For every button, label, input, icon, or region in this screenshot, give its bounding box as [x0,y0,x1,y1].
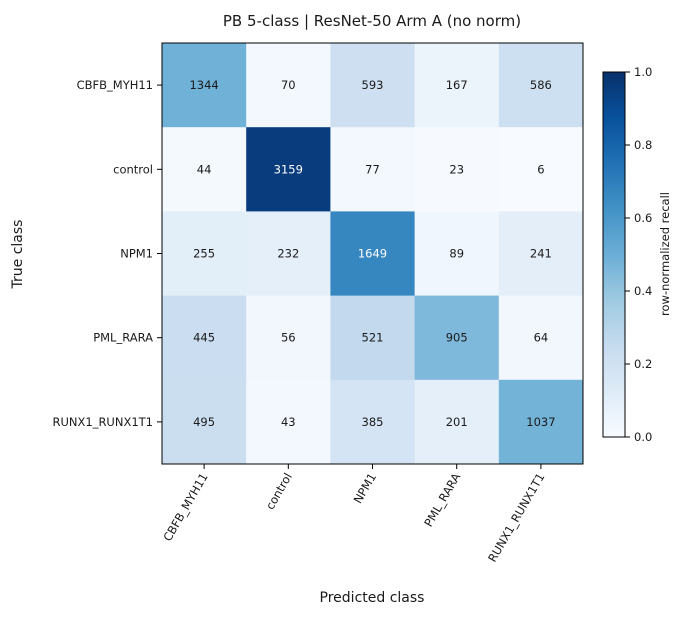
x-tick-label: RUNX1_RUNX1T1 [485,471,547,565]
heatmap-cell [414,211,500,297]
cell-value-label: 64 [534,331,549,345]
heatmap-cell [246,43,331,128]
heatmap-cell [414,127,500,212]
heatmap-cell [246,379,331,465]
x-tick-label: CBFB_MYH11 [160,471,210,544]
cell-value-label: 521 [362,331,384,345]
colorbar [602,71,626,438]
x-tick-label: control [263,471,295,513]
cell-value-label: 593 [362,78,384,92]
heatmap-cell [330,211,416,297]
heatmap-cell [414,43,500,128]
heatmap-cell [498,43,584,128]
cell-value-label: 445 [193,331,215,345]
cell-value-label: 385 [362,415,384,429]
cell-value-label: 905 [446,331,468,345]
cell-value-label: 77 [365,162,380,176]
y-axis-label: True class [10,220,26,290]
cell-value-label: 255 [193,247,215,261]
heatmap-cell [246,211,331,297]
cell-value-label: 1344 [189,78,218,92]
heatmap-cell [246,295,331,381]
colorbar-tick-label: 0.2 [634,357,652,371]
cell-value-label: 586 [530,78,552,92]
x-tick-label: PML_RARA [421,470,463,529]
y-tick-label: control [113,162,153,176]
cell-value-label: 495 [193,415,215,429]
chart-title: PB 5-class | ResNet-50 Arm A (no norm) [223,12,521,30]
heatmap-cell [414,295,500,381]
cell-value-label: 1037 [526,415,555,429]
heatmap-cell [414,379,500,465]
heatmap-cells [162,43,584,465]
x-tick-label: NPM1 [351,471,380,506]
cell-value-label: 241 [530,247,552,261]
cell-value-label: 23 [449,162,464,176]
heatmap-cell [162,43,247,128]
heatmap-cell [246,127,331,212]
cell-value-label: 3159 [274,162,303,176]
colorbar-tick-label: 0.6 [634,211,652,225]
heatmap-cell-labels: 1344 70 593 167 586 44 3159 77 23 6 255 232 1649 89 24… [189,78,555,429]
heatmap-cell [162,295,247,381]
cell-value-label: 167 [446,78,468,92]
x-axis-ticks: CBFB_MYH11 control NPM1 PML_RARA RUNX1_RUNX1… [160,464,547,565]
y-tick-label: NPM1 [120,247,153,261]
cell-value-label: 44 [197,162,212,176]
colorbar-tick-label: 0.8 [634,138,652,152]
x-axis-label: Predicted class [320,590,425,606]
cell-value-label: 43 [281,415,296,429]
heatmap-cell [498,295,584,381]
heatmap-cell [162,379,247,465]
y-tick-label: RUNX1_RUNX1T1 [52,415,153,429]
cell-value-label: 56 [281,331,296,345]
y-tick-label: CBFB_MYH11 [77,78,153,92]
heatmap-cell [330,127,416,212]
heatmap-cell [498,379,584,465]
cell-value-label: 6 [537,162,544,176]
heatmap-cell [498,127,584,212]
cell-value-label: 201 [446,415,468,429]
heatmap-cell [330,295,416,381]
cell-value-label: 89 [449,247,464,261]
cell-value-label: 70 [281,78,296,92]
y-tick-label: PML_RARA [93,331,153,345]
colorbar-ticks: 0.0 0.2 0.4 0.6 0.8 1.0 [625,65,652,444]
heatmap-cell [330,379,416,465]
cell-value-label: 1649 [358,247,387,261]
colorbar-label: row-normalized recall [658,192,672,316]
colorbar-tick-label: 1.0 [634,65,652,79]
heatmap-cell [330,43,416,128]
colorbar-tick-label: 0.0 [634,430,652,444]
colorbar-tick-label: 0.4 [634,284,652,298]
heatmap-cell [162,127,247,212]
heatmap-cell [162,211,247,297]
cell-value-label: 232 [277,247,299,261]
heatmap-cell [498,211,584,297]
